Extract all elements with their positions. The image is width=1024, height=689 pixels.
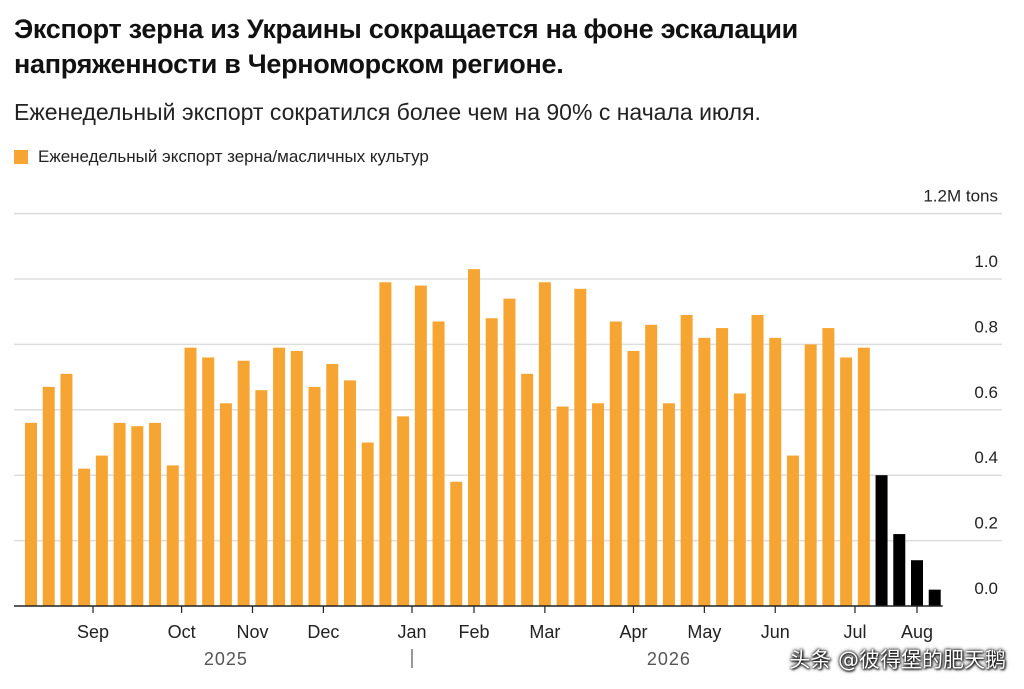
x-tick-label: Oct	[168, 622, 196, 642]
bar	[78, 468, 91, 606]
x-tick-label: May	[687, 622, 721, 642]
bar	[893, 534, 906, 606]
y-tick-label: 0.2	[974, 514, 998, 533]
x-tick-label: Aug	[901, 622, 933, 642]
bar	[237, 360, 250, 606]
bar	[574, 288, 587, 606]
bar-chart: 0.2 0.4 0.6 0.8 1.0 1.2M tons 0.0 Sep Oct Nov Dec J…	[14, 187, 1002, 669]
bar	[592, 403, 605, 606]
legend: Еженедельный экспорт зерна/масличных кул…	[14, 145, 429, 169]
bar	[627, 350, 640, 606]
bar	[911, 560, 923, 606]
bar	[822, 328, 835, 606]
bar	[503, 298, 516, 606]
bars	[25, 269, 941, 606]
bar	[468, 269, 480, 606]
bar	[680, 314, 693, 606]
x-tick-label: Apr	[619, 622, 647, 642]
legend-label: Еженедельный экспорт зерна/масличных кул…	[38, 147, 429, 166]
bar	[928, 589, 941, 606]
bar	[361, 442, 374, 606]
bar	[166, 465, 179, 606]
bar	[149, 422, 162, 606]
y-tick-label: 0.4	[974, 448, 998, 467]
bar	[538, 282, 551, 606]
x-tick-label: Nov	[236, 622, 268, 642]
bar	[840, 357, 853, 606]
bar	[219, 403, 232, 606]
bar	[25, 422, 37, 606]
watermark: 头条 @彼得堡的肥天鹅	[789, 648, 1006, 672]
bar	[875, 475, 888, 606]
axes	[14, 605, 943, 668]
bar	[521, 373, 534, 606]
bar	[716, 328, 729, 606]
legend-swatch	[14, 150, 28, 164]
bar	[273, 347, 286, 606]
x-tick-label: Jan	[397, 622, 426, 642]
bar	[131, 426, 144, 606]
x-tick-label: Jun	[761, 622, 790, 642]
y-tick-label: 0.8	[974, 317, 998, 336]
bar	[290, 350, 303, 606]
x-tick-label: Feb	[458, 622, 489, 642]
bar	[645, 324, 658, 606]
bar	[786, 455, 799, 606]
year-label: 2025	[204, 649, 248, 669]
bar	[202, 357, 215, 606]
bar	[556, 406, 569, 606]
bar	[60, 373, 73, 606]
bar	[379, 282, 392, 606]
x-tick-label: Sep	[77, 622, 109, 642]
chart-subtitle: Еженедельный экспорт сократился более че…	[14, 99, 761, 125]
bar	[485, 318, 498, 606]
bar	[769, 337, 782, 606]
bar	[609, 321, 622, 606]
bar	[95, 455, 108, 606]
bar	[432, 321, 445, 606]
bar	[450, 481, 463, 606]
x-tick-label: Mar	[529, 622, 560, 642]
bar	[804, 344, 817, 606]
bar	[662, 403, 675, 606]
y-tick-label: 0.6	[974, 383, 998, 402]
chart-title: Экспорт зерна из Украины сокращается на …	[14, 14, 798, 79]
bar	[733, 393, 746, 606]
bar	[698, 337, 711, 606]
y-tick-label: 1.0	[974, 252, 998, 271]
y-tick-label: 1.2M tons	[923, 187, 998, 206]
bar	[308, 386, 321, 606]
axis-labels: 0.2 0.4 0.6 0.8 1.0 1.2M tons 0.0 Sep Oct Nov Dec J…	[77, 187, 998, 669]
bar	[414, 285, 427, 606]
bar	[343, 380, 356, 606]
bar	[42, 386, 55, 606]
bar	[397, 416, 410, 606]
bar	[255, 390, 268, 606]
bar	[113, 422, 126, 606]
x-tick-label: Dec	[307, 622, 339, 642]
bar	[857, 347, 870, 606]
bar	[184, 347, 197, 606]
year-label: 2026	[647, 649, 691, 669]
bar	[326, 364, 339, 606]
x-tick-label: Jul	[843, 622, 866, 642]
y-tick-label: 0.0	[974, 579, 998, 598]
bar	[751, 314, 764, 606]
